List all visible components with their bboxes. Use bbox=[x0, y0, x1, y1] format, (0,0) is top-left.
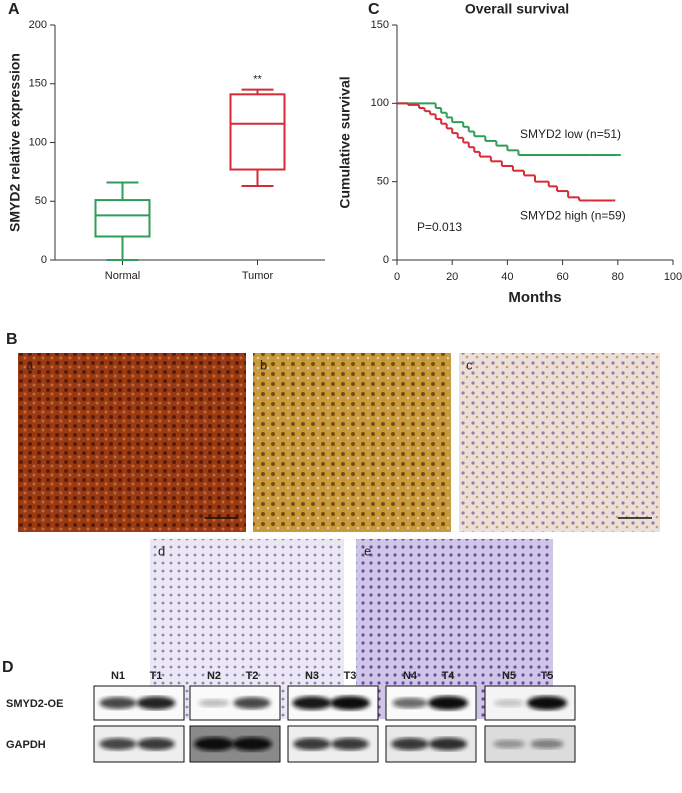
blot-band bbox=[428, 696, 468, 710]
series-label: SMYD2 high (n=59) bbox=[520, 209, 626, 223]
blot-band bbox=[530, 739, 564, 749]
lane-label: T4 bbox=[442, 670, 456, 682]
series-label: SMYD2 low (n=51) bbox=[520, 127, 621, 141]
row-label: SMYD2-OE bbox=[6, 698, 63, 710]
x-tick-label: 60 bbox=[556, 271, 568, 283]
blot-band bbox=[492, 739, 526, 749]
lane-label: N5 bbox=[502, 670, 516, 682]
blot-band bbox=[99, 738, 137, 750]
y-tick-label: 50 bbox=[35, 195, 47, 207]
y-tick-label: 150 bbox=[29, 78, 47, 90]
x-tick-label: Normal bbox=[105, 270, 140, 282]
x-tick-label: 40 bbox=[501, 271, 513, 283]
annotation: P=0.013 bbox=[417, 220, 462, 234]
x-tick-label: 100 bbox=[664, 271, 682, 283]
blot-band bbox=[198, 699, 230, 707]
y-axis-label: SMYD2 relative expression bbox=[7, 53, 23, 232]
image-label: e bbox=[364, 543, 371, 558]
panel-label: A bbox=[8, 1, 20, 18]
blot-band bbox=[331, 737, 369, 751]
box bbox=[229, 93, 286, 171]
blot-band bbox=[136, 696, 176, 710]
panel-label: D bbox=[2, 659, 14, 676]
image-label: d bbox=[158, 543, 165, 558]
image-label: c bbox=[466, 357, 473, 372]
blot-band bbox=[428, 737, 468, 751]
row-label: GAPDH bbox=[6, 739, 46, 751]
y-axis-label: Cumulative survival bbox=[337, 76, 353, 208]
y-tick-label: 0 bbox=[383, 254, 389, 266]
y-tick-label: 100 bbox=[29, 136, 47, 148]
x-tick-label: 80 bbox=[612, 271, 624, 283]
box bbox=[94, 199, 151, 238]
image-label: a bbox=[26, 357, 34, 372]
y-tick-label: 0 bbox=[41, 254, 47, 266]
y-tick-label: 150 bbox=[371, 19, 389, 31]
x-tick-label: Tumor bbox=[242, 270, 274, 282]
blot-band bbox=[137, 737, 175, 751]
histology-panel: a b c d e bbox=[18, 353, 660, 719]
blot-band bbox=[330, 696, 370, 710]
y-tick-label: 200 bbox=[29, 19, 47, 31]
annotation: ** bbox=[253, 74, 262, 86]
panel-label: B bbox=[6, 331, 18, 348]
blot-band bbox=[194, 737, 234, 751]
lane-label: N1 bbox=[111, 670, 125, 682]
lane-label: N2 bbox=[207, 670, 221, 682]
lane-label: N4 bbox=[403, 670, 418, 682]
lane-label: T5 bbox=[541, 670, 554, 682]
blot-band bbox=[392, 697, 428, 709]
blot-band bbox=[527, 696, 567, 710]
lane-label: T1 bbox=[150, 670, 163, 682]
y-tick-label: 100 bbox=[371, 97, 389, 109]
blot-band bbox=[99, 697, 137, 709]
blot-band bbox=[233, 697, 271, 709]
x-tick-label: 0 bbox=[394, 271, 400, 283]
lane-label: T3 bbox=[344, 670, 357, 682]
blot-band bbox=[293, 737, 331, 751]
x-axis-label: Months bbox=[508, 289, 561, 306]
x-tick-label: 20 bbox=[446, 271, 458, 283]
panel-label: C bbox=[368, 1, 380, 18]
chart-title: Overall survival bbox=[465, 1, 569, 17]
western-blot: SMYD2-OE GAPDH N1 T1 N2 T2 N3 T3 N4 T4 N5 T5 bbox=[6, 670, 576, 763]
lane-label: T2 bbox=[246, 670, 259, 682]
blot-band bbox=[391, 737, 429, 751]
blot-band bbox=[232, 737, 272, 751]
y-tick-label: 50 bbox=[377, 176, 389, 188]
lane-label: N3 bbox=[305, 670, 319, 682]
image-label: b bbox=[260, 357, 267, 372]
blot-band bbox=[292, 696, 332, 710]
blot-band bbox=[493, 699, 525, 707]
